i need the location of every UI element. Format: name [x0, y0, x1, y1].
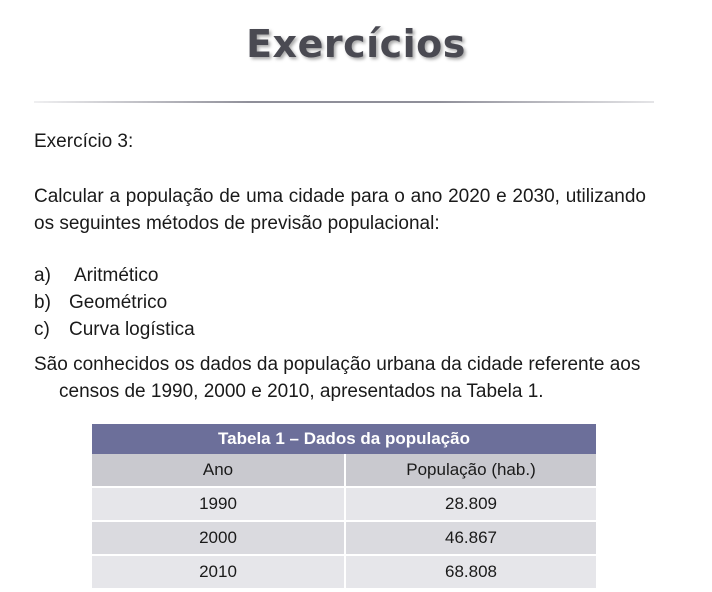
method-marker: c) — [34, 319, 50, 340]
population-table: Tabela 1 – Dados da população Ano Popula… — [92, 424, 596, 588]
exercise-statement: Calcular a população de uma cidade para … — [34, 186, 646, 234]
cell-year: 1990 — [92, 486, 346, 521]
table-caption: Tabela 1 – Dados da população — [92, 424, 596, 454]
title-divider — [34, 101, 654, 103]
table-row: 2010 68.808 — [92, 554, 596, 588]
method-list: a) Aritmético b) Geométrico c) Curva log… — [34, 262, 646, 343]
column-header-population: População (hab.) — [345, 454, 596, 488]
data-intro: São conhecidos os dados da população urb… — [34, 354, 641, 402]
cell-population: 46.867 — [345, 520, 596, 555]
exercise-content: Exercício 3: Calcular a população de uma… — [34, 128, 646, 405]
cell-population: 68.808 — [345, 554, 596, 588]
method-label: Aritmético — [74, 265, 159, 286]
cell-population: 28.809 — [345, 486, 596, 521]
method-item: b) Geométrico — [34, 289, 646, 316]
method-item: a) Aritmético — [34, 262, 646, 289]
method-label: Geométrico — [69, 292, 168, 313]
cell-year: 2010 — [92, 554, 346, 588]
method-marker: b) — [34, 292, 51, 313]
table-header-row: Ano População (hab.) — [92, 454, 596, 488]
column-header-year: Ano — [92, 454, 346, 488]
method-marker: a) — [34, 265, 51, 286]
table-row: 1990 28.809 — [92, 486, 596, 521]
exercise-heading: Exercício 3: — [34, 131, 134, 152]
slide-title: Exercícios — [246, 22, 466, 66]
population-table-wrapper: Tabela 1 – Dados da população Ano Popula… — [92, 424, 596, 588]
cell-year: 2000 — [92, 520, 346, 555]
method-item: c) Curva logística — [34, 316, 646, 343]
table-row: 2000 46.867 — [92, 520, 596, 555]
method-label: Curva logística — [69, 319, 195, 340]
